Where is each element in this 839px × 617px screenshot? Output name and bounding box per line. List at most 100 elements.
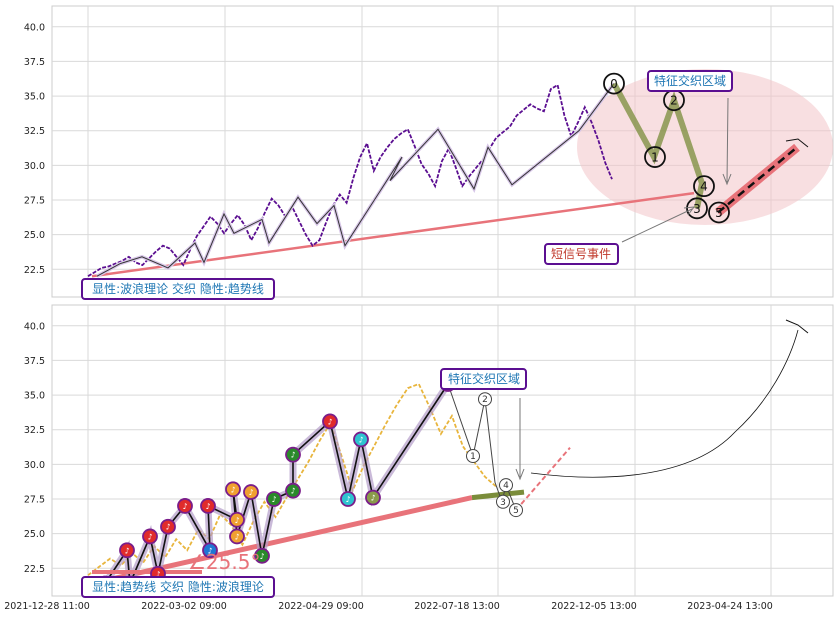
note-marker-glyph: ♪: [290, 451, 295, 460]
short-signal-label: 短信号事件: [544, 243, 619, 265]
wave-point-circle: [693, 175, 715, 198]
short-signal-text: 短信号事件: [551, 247, 611, 261]
top-y-ticks: 22.5 25.0 27.5 30.0 32.5 35.0 37.5 40.0: [24, 22, 45, 275]
wave-point-circle: [478, 392, 492, 407]
x-tick-label: 2022-12-05 13:00: [551, 601, 637, 612]
wave-point-label: 4: [503, 481, 509, 491]
note-marker-glyph: ♪: [290, 487, 295, 496]
wave-point-label: 0: [610, 77, 618, 91]
wave-point-label: 5: [715, 206, 723, 220]
y-tick-label: 25.0: [24, 230, 45, 241]
note-marker: [200, 498, 216, 514]
wave-point-label: 4: [700, 180, 708, 194]
note-marker-glyph: ♪: [358, 435, 363, 444]
top-price-series: [87, 83, 613, 277]
top-forecast-line: [717, 146, 798, 214]
note-marker-glyph: ♪: [248, 488, 253, 497]
bottom-zone-arrow: [515, 398, 525, 481]
note-marker-glyph: ♪: [205, 502, 210, 511]
y-tick-label: 22.5: [24, 564, 45, 575]
short-signal-arrow: [621, 206, 696, 243]
note-marker: [365, 489, 381, 506]
bottom-price-series: [87, 382, 497, 576]
y-tick-label: 30.0: [24, 460, 45, 471]
top-wave-highlight: [611, 82, 706, 209]
top-trendline: [91, 191, 695, 278]
note-marker: [119, 542, 135, 559]
x-tick-label: 2022-04-29 09:00: [278, 601, 364, 612]
note-marker-glyph: ♪: [230, 485, 235, 494]
wave-point-circle: [708, 201, 730, 224]
note-marker-glyph: ♪: [155, 570, 160, 579]
x-tick-label: 2022-03-02 09:00: [141, 601, 227, 612]
forecast-tick: [785, 138, 809, 148]
top-legend-label: 显性:波浪理论 交织 隐性:趋势线: [81, 278, 275, 300]
x-tick-label: 2023-04-24 13:00: [687, 601, 773, 612]
y-tick-label: 32.5: [24, 126, 45, 137]
feature-zone-ellipse: [577, 69, 833, 225]
top-legend-text: 显性:波浪理论 交织 隐性:趋势线: [92, 281, 264, 296]
top-feature-zone-label: 特征交织区域: [647, 70, 733, 92]
top-feature-zone-text: 特征交织区域: [654, 73, 726, 88]
y-tick-label: 40.0: [24, 321, 45, 332]
top-zone-arrow: [722, 97, 732, 186]
note-marker-glyph: ♪: [271, 495, 276, 504]
note-marker-glyph: ♪: [259, 552, 264, 561]
wave-point-circle: [509, 503, 523, 518]
note-marker: [142, 528, 158, 545]
note-marker-glyph: ♪: [147, 532, 152, 541]
y-tick-label: 40.0: [24, 22, 45, 33]
note-marker: [229, 511, 245, 528]
wave-point-label: 3: [693, 202, 701, 216]
y-tick-label: 27.5: [24, 196, 45, 207]
bottom-panel: 22.5 25.0 27.5 30.0 32.5 35.0 37.5 40.0 2021-12…: [4, 304, 834, 612]
wave-point-label: 2: [482, 395, 488, 405]
bottom-grid: [52, 305, 833, 596]
wave-point-label: 3: [500, 498, 506, 508]
bottom-y-ticks: 22.5 25.0 27.5 30.0 32.5 35.0 37.5 40.0: [24, 321, 45, 575]
note-marker: [202, 542, 218, 559]
note-marker: [285, 446, 301, 463]
wave-point-label: 1: [651, 151, 659, 165]
note-marker-glyph: ♪: [182, 502, 187, 511]
y-tick-label: 35.0: [24, 391, 45, 402]
note-marker-glyph: ♪: [345, 495, 350, 504]
bottom-legend-label: 显性:趋势线 交织 隐性:波浪理论: [81, 576, 275, 598]
bottom-panel-frame: [51, 304, 834, 597]
top-grid: [52, 6, 833, 297]
bottom-feature-zone-text: 特征交织区域: [448, 371, 520, 386]
bottom-return-tick: [785, 319, 809, 334]
y-tick-label: 22.5: [24, 265, 45, 276]
y-tick-label: 30.0: [24, 161, 45, 172]
top-zigzag-series: [96, 83, 615, 277]
y-tick-label: 37.5: [24, 57, 45, 68]
note-marker: [160, 518, 176, 535]
wave-point-label: 2: [670, 94, 678, 108]
bottom-wave-points: 1 2 3 4 5: [466, 392, 523, 518]
angle-label: ∠25.5°: [188, 550, 260, 574]
x-tick-label: 2022-07-18 13:00: [414, 601, 500, 612]
y-tick-label: 32.5: [24, 425, 45, 436]
note-marker-glyph: ♪: [207, 546, 212, 555]
x-tick-label: 2021-12-28 11:00: [4, 601, 90, 612]
top-wave-points: 0 1 2 3 45: [603, 72, 730, 224]
wave-point-circle: [603, 72, 625, 95]
wave-point-circle: [466, 449, 480, 464]
wave-point-circle: [499, 478, 513, 493]
top-panel: 22.525.027.530.032.535.037.540.0 012345 …: [24, 5, 834, 300]
note-marker: [285, 482, 301, 499]
wave-point-label: 5: [513, 506, 519, 516]
bottom-forecast-line: [515, 447, 571, 511]
note-marker-glyph: ♪: [234, 516, 239, 525]
note-marker: [266, 491, 282, 507]
note-marker: [340, 491, 356, 507]
note-marker: [177, 498, 193, 514]
bottom-return-curve: [530, 329, 799, 478]
wave-point-circle: [644, 146, 666, 168]
note-marker-glyph: ♪: [234, 532, 239, 541]
wave-point-circle: [686, 197, 708, 220]
note-marker-glyph: ♪: [370, 494, 375, 503]
wave-point-circle: [496, 494, 510, 509]
note-marker: [225, 481, 241, 498]
